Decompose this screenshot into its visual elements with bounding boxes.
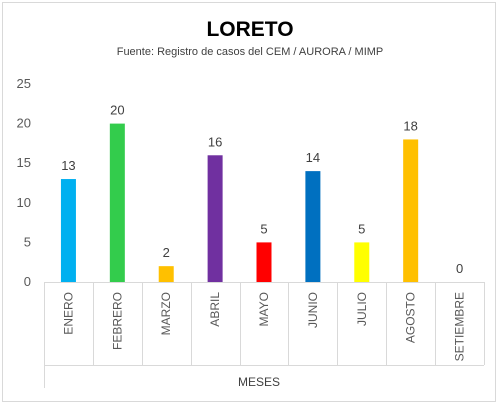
data-label: 20 bbox=[110, 103, 124, 118]
y-tick-label: 15 bbox=[17, 155, 31, 170]
labels-layer: 13 ENERO 20 FEBRERO 2 MARZO 16 ABRIL 5 MAYO 14 JUNI… bbox=[61, 103, 466, 362]
chart-title: LORETO bbox=[206, 18, 294, 41]
category-label: JUNIO bbox=[306, 292, 320, 328]
bar bbox=[109, 123, 125, 282]
bar bbox=[158, 266, 174, 282]
data-label: 13 bbox=[61, 158, 75, 173]
category-label: FEBRERO bbox=[110, 292, 124, 350]
data-label: 2 bbox=[163, 245, 170, 260]
y-tick-label: 0 bbox=[24, 274, 31, 289]
y-tick-label: 25 bbox=[17, 76, 31, 91]
bar bbox=[207, 155, 223, 282]
data-label: 14 bbox=[306, 150, 320, 165]
bar bbox=[403, 139, 419, 282]
bar bbox=[354, 242, 370, 282]
category-label: MAYO bbox=[257, 292, 271, 326]
y-tick-label: 5 bbox=[24, 234, 31, 249]
category-label: MARZO bbox=[159, 292, 173, 335]
data-label: 5 bbox=[260, 221, 267, 236]
data-label: 18 bbox=[403, 118, 417, 133]
bar bbox=[305, 171, 321, 282]
bar bbox=[256, 242, 272, 282]
category-label: AGOSTO bbox=[404, 292, 418, 343]
category-label: SETIEMBRE bbox=[453, 292, 467, 361]
data-label: 0 bbox=[456, 261, 463, 276]
category-label: ABRIL bbox=[208, 292, 222, 327]
chart-subtitle: Fuente: Registro de casos del CEM / AURO… bbox=[116, 46, 384, 58]
y-tick-label: 10 bbox=[17, 195, 31, 210]
x-axis-title: MESES bbox=[238, 375, 280, 389]
y-tick-label: 20 bbox=[17, 116, 31, 131]
category-label: JULIO bbox=[355, 292, 369, 326]
category-label: ENERO bbox=[61, 292, 75, 335]
bar bbox=[60, 179, 76, 282]
data-label: 5 bbox=[358, 221, 365, 236]
bars-layer bbox=[60, 123, 419, 282]
data-label: 16 bbox=[208, 134, 222, 149]
